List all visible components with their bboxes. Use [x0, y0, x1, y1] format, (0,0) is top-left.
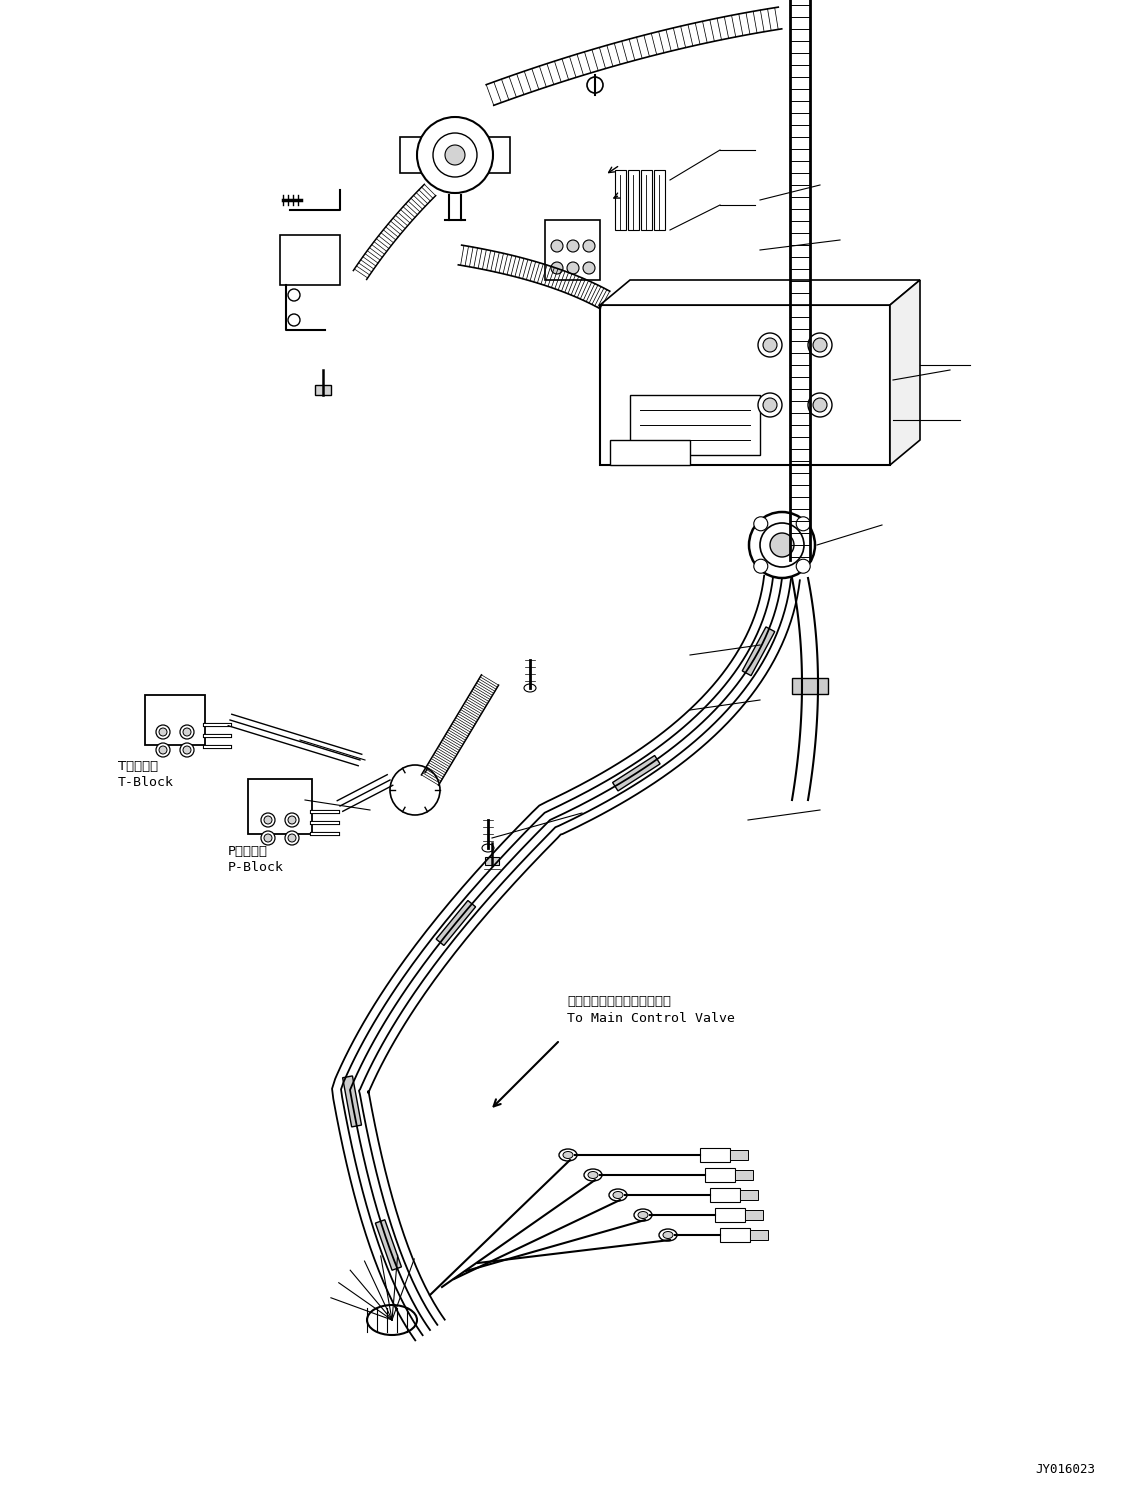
Circle shape [551, 262, 563, 274]
Circle shape [417, 118, 493, 194]
Bar [654, 170, 665, 229]
Ellipse shape [638, 1212, 648, 1218]
Circle shape [583, 262, 596, 274]
Text: To Main Control Valve: To Main Control Valve [567, 1013, 735, 1024]
Bar [400, 137, 510, 173]
Circle shape [753, 517, 768, 530]
Ellipse shape [559, 1150, 577, 1161]
Circle shape [749, 512, 815, 578]
Bar [742, 627, 775, 676]
Circle shape [288, 314, 299, 326]
Circle shape [288, 289, 299, 301]
Ellipse shape [609, 1190, 628, 1202]
Bar [792, 677, 828, 694]
Circle shape [797, 517, 810, 530]
Circle shape [285, 813, 299, 826]
Circle shape [797, 560, 810, 573]
Bar [375, 1219, 401, 1270]
Ellipse shape [563, 1151, 573, 1158]
Bar [610, 441, 690, 465]
Circle shape [758, 393, 782, 417]
Circle shape [808, 393, 832, 417]
Circle shape [567, 262, 580, 274]
Polygon shape [600, 280, 920, 305]
Ellipse shape [634, 1209, 652, 1221]
Text: Tブロック: Tブロック [118, 759, 158, 773]
Circle shape [261, 813, 275, 826]
Text: Pブロック: Pブロック [227, 844, 267, 858]
Bar [545, 220, 600, 280]
Circle shape [285, 831, 299, 844]
Bar [615, 170, 626, 229]
Circle shape [288, 834, 296, 841]
Bar [630, 395, 760, 456]
Circle shape [551, 240, 563, 252]
Text: JY016023: JY016023 [1036, 1464, 1095, 1476]
Ellipse shape [584, 1169, 602, 1181]
Circle shape [770, 533, 794, 557]
Circle shape [179, 743, 194, 756]
Circle shape [764, 398, 777, 412]
Circle shape [760, 523, 804, 567]
Bar [343, 1077, 361, 1127]
Bar [735, 1170, 753, 1179]
Bar [716, 1208, 745, 1222]
Bar [600, 305, 890, 465]
Bar [705, 1167, 735, 1182]
Ellipse shape [588, 1172, 598, 1178]
Circle shape [567, 240, 580, 252]
Circle shape [264, 834, 272, 841]
Circle shape [264, 816, 272, 823]
Circle shape [183, 746, 191, 753]
Bar [745, 1211, 764, 1219]
Bar [613, 755, 660, 791]
Text: メインコントロールバルブへ: メインコントロールバルブへ [567, 995, 671, 1008]
Circle shape [753, 560, 768, 573]
Bar [710, 1188, 740, 1202]
Circle shape [764, 338, 777, 351]
Bar [720, 1228, 750, 1242]
Circle shape [159, 728, 167, 736]
Ellipse shape [613, 1191, 623, 1199]
Circle shape [808, 334, 832, 357]
Bar [437, 901, 475, 946]
Bar [145, 695, 205, 744]
Circle shape [758, 334, 782, 357]
Circle shape [288, 816, 296, 823]
Ellipse shape [367, 1304, 417, 1336]
Text: T-Block: T-Block [118, 776, 174, 789]
Bar [628, 170, 639, 229]
Bar [485, 858, 499, 865]
Circle shape [433, 133, 477, 177]
Circle shape [155, 725, 170, 739]
Bar [641, 170, 652, 229]
Ellipse shape [663, 1231, 673, 1239]
Bar [740, 1190, 758, 1200]
Circle shape [813, 398, 828, 412]
Bar [730, 1150, 748, 1160]
Circle shape [583, 240, 596, 252]
Circle shape [813, 338, 828, 351]
Circle shape [261, 831, 275, 844]
Circle shape [445, 144, 465, 165]
Circle shape [179, 725, 194, 739]
Circle shape [183, 728, 191, 736]
Bar [315, 386, 331, 395]
Text: P-Block: P-Block [227, 861, 283, 874]
Ellipse shape [482, 844, 494, 852]
Ellipse shape [523, 683, 536, 692]
Circle shape [390, 765, 440, 814]
Circle shape [155, 743, 170, 756]
Bar [700, 1148, 730, 1161]
Circle shape [159, 746, 167, 753]
Bar [750, 1230, 768, 1240]
Circle shape [588, 77, 604, 92]
Bar [248, 779, 312, 834]
Ellipse shape [660, 1228, 677, 1240]
Bar [280, 235, 339, 284]
Polygon shape [890, 280, 920, 465]
